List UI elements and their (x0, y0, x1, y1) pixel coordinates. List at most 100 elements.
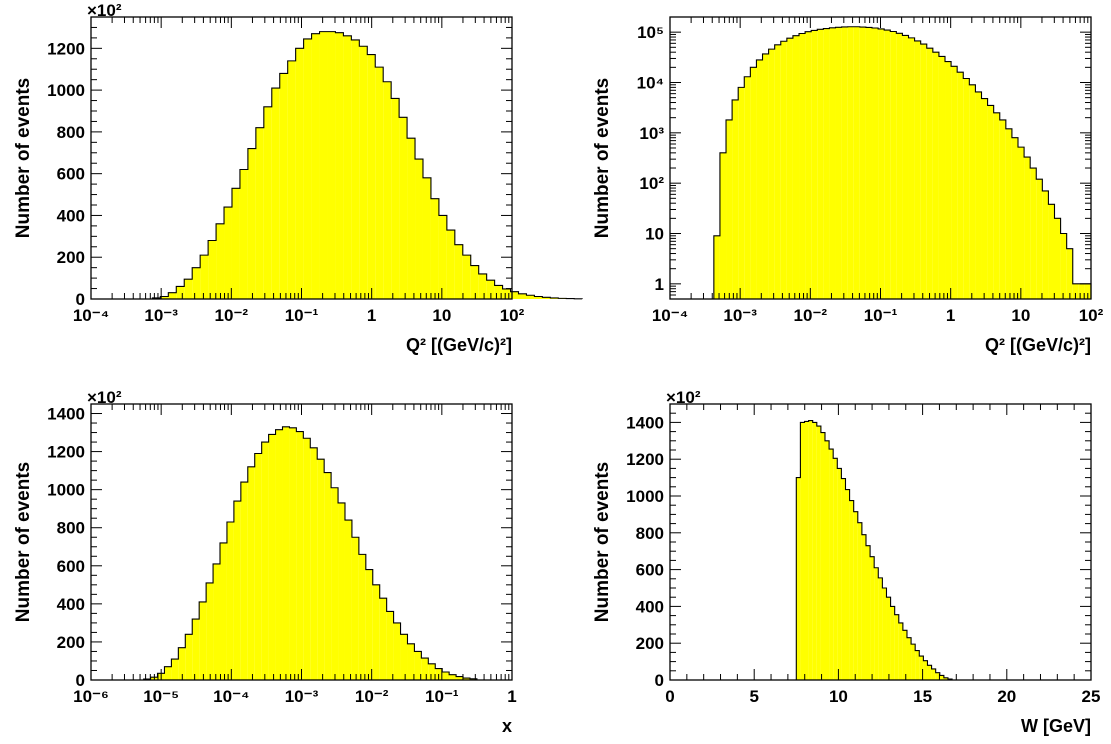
histogram-bar (386, 611, 394, 680)
histogram-bar (841, 26, 848, 300)
histogram-bar (914, 40, 921, 299)
panel-w: 0 5 10 15 20 25 0 200 400 600 800 1000 1200 1400×10² W… (592, 388, 1100, 736)
histogram-bar (726, 119, 733, 299)
x-tick-label: 10⁻¹ (285, 306, 319, 325)
x-tick-label: 25 (1082, 687, 1101, 706)
histogram-bar (890, 606, 895, 680)
y-axis-title: Number of events (592, 78, 613, 238)
histogram-bar (833, 458, 838, 680)
x-tick-label: 10² (500, 306, 525, 325)
histogram-bar (938, 56, 946, 299)
x-tick-label: 10⁻² (215, 306, 249, 325)
y-tick-label: 400 (636, 597, 664, 616)
x-tick-label: 10⁻³ (285, 687, 319, 706)
histogram-bar (168, 292, 177, 299)
histogram-bar (799, 33, 806, 299)
y-tick-label: 0 (76, 290, 85, 309)
histogram-bar (857, 522, 862, 680)
histogram-bar (1084, 283, 1091, 299)
histogram-bar (926, 48, 933, 300)
histogram-bar (849, 500, 854, 680)
histogram-bar (331, 487, 339, 680)
histogram-bar (915, 650, 920, 680)
x-tick-label: 1 (507, 687, 516, 706)
histogram-bar (446, 230, 455, 299)
histogram-bar (800, 422, 805, 680)
y-tick-label: 1200 (47, 443, 85, 462)
histogram-bar (829, 449, 834, 680)
histogram-bar (164, 666, 172, 680)
histogram-bar (263, 106, 272, 299)
histogram-bar (226, 522, 234, 680)
histogram-bar (874, 567, 879, 680)
histogram-bar (296, 431, 304, 680)
histogram-bar (792, 35, 800, 300)
histogram-bar (886, 597, 891, 680)
histogram-bar (816, 426, 821, 680)
x-tick-label: 10⁻⁴ (73, 306, 109, 325)
y-tick-label: 200 (57, 633, 85, 652)
histogram-bar (1072, 283, 1079, 299)
histogram-bar (344, 520, 352, 680)
x-tick-label: 10⁻² (355, 687, 389, 706)
histogram-bar (192, 619, 200, 680)
histogram-outline (795, 420, 953, 680)
histogram-bar (327, 31, 336, 300)
histogram-bar (338, 502, 345, 680)
histogram-bar (399, 117, 408, 300)
histogram-bar (796, 477, 801, 680)
x-tick-label: 1 (367, 306, 376, 325)
histogram-bar (206, 582, 214, 680)
histogram-bar (271, 88, 280, 300)
histogram-bar (192, 267, 201, 299)
histogram-bar (932, 52, 939, 299)
histogram-bar (279, 73, 288, 300)
histogram-bar (898, 622, 903, 680)
panel-q2-log: 10⁻⁴ 10⁻³ 10⁻² 10⁻¹ 1 10 10² 1 10 10² 10³ 10⁴ 10⁵ Q² … (592, 16, 1104, 355)
histogram-bar (817, 29, 824, 299)
y-tick-label: 0 (655, 671, 664, 690)
y-tick-label: 400 (57, 595, 85, 614)
histogram-bar (213, 563, 220, 680)
histogram-bar (713, 235, 720, 299)
histogram-bar (254, 453, 262, 680)
histogram-bar (275, 429, 283, 680)
histogram-bar (1078, 283, 1085, 299)
histogram-bar (295, 48, 304, 299)
histogram-bar (510, 291, 519, 299)
histogram-bar (421, 658, 429, 680)
histogram-bar (837, 468, 842, 680)
histogram-bar (438, 215, 447, 299)
x-tick-label: 1 (946, 306, 955, 325)
y-tick-label: 1000 (626, 487, 664, 506)
y-tick-label: 1400 (626, 413, 664, 432)
x-tick-label: 10⁻⁵ (143, 687, 179, 706)
panel-x: 10⁻⁶ 10⁻⁵ 10⁻⁴ 10⁻³ 10⁻² 10⁻¹ 1020040060080010… (13, 388, 517, 736)
histogram-bar (365, 569, 373, 680)
histogram-bar (478, 273, 487, 299)
histogram-bar (780, 41, 787, 300)
y-tick-label: 800 (57, 519, 85, 538)
histogram-bar (993, 112, 1000, 299)
histogram-bar (935, 672, 940, 680)
x-axis: 10⁻⁴ 10⁻³ 10⁻² 10⁻¹ 1 10 10² (73, 17, 525, 325)
panel-q2-linear: 10⁻⁴ 10⁻³ 10⁻² 10⁻¹ 1 10 10²020040060080010001… (13, 1, 583, 355)
histogram-bar (428, 663, 436, 680)
histogram-bar (943, 677, 948, 680)
histogram-bar (239, 169, 248, 299)
histogram-bar (351, 39, 360, 299)
y-tick-label: 600 (57, 557, 85, 576)
histogram-bar (233, 501, 241, 680)
histogram-bar (303, 438, 311, 680)
y-tick-label: 1000 (47, 81, 85, 100)
histogram-bar (865, 27, 873, 299)
histogram-bar (393, 622, 401, 680)
histogram-bar (220, 542, 227, 680)
histogram-bar (762, 53, 769, 299)
histogram-outline (713, 26, 1092, 299)
y-multiplier: ×10² (87, 388, 122, 407)
x-tick-label: 0 (665, 687, 674, 706)
y-axis-title: Number of events (592, 462, 613, 622)
y-tick-label: 800 (57, 123, 85, 142)
